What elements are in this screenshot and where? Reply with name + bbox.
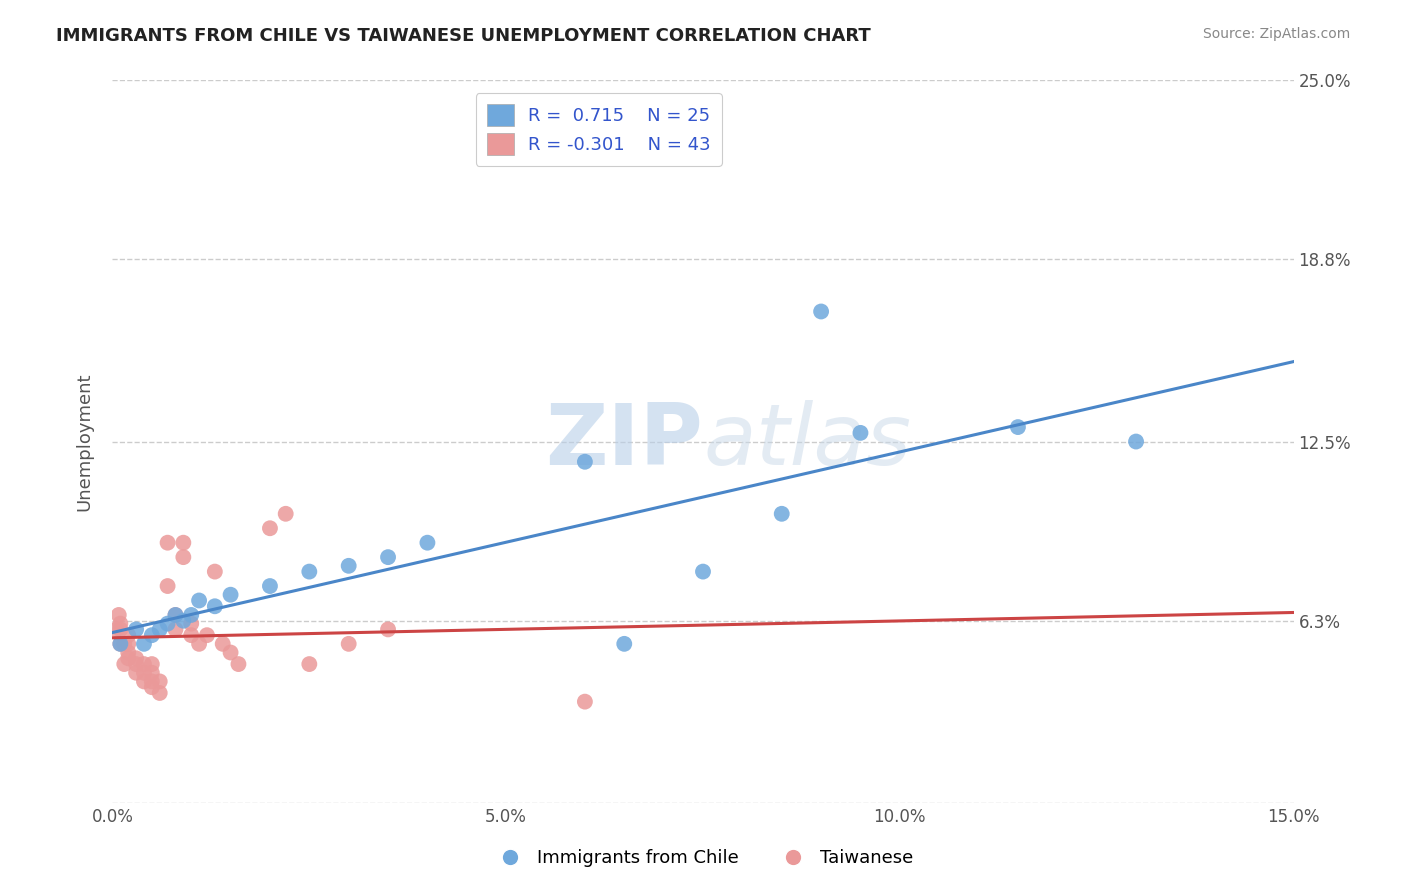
Point <box>259 579 281 593</box>
Point <box>298 565 321 579</box>
Point <box>110 623 132 637</box>
Point <box>172 614 194 628</box>
Point <box>110 616 132 631</box>
Point <box>165 607 187 622</box>
Legend: Immigrants from Chile, Taiwanese: Immigrants from Chile, Taiwanese <box>485 842 921 874</box>
Point <box>141 680 163 694</box>
Point <box>141 674 163 689</box>
Point <box>298 657 321 671</box>
Point <box>180 616 202 631</box>
Point <box>574 695 596 709</box>
Point <box>132 657 155 671</box>
Point <box>188 637 211 651</box>
Point <box>156 616 179 631</box>
Point <box>770 507 793 521</box>
Point <box>219 588 242 602</box>
Point <box>112 637 135 651</box>
Legend: R =  0.715    N = 25, R = -0.301    N = 43: R = 0.715 N = 25, R = -0.301 N = 43 <box>475 93 721 166</box>
Point <box>165 623 187 637</box>
Point <box>110 637 132 651</box>
Y-axis label: Unemployment: Unemployment <box>76 372 94 511</box>
Point <box>125 651 148 665</box>
Point <box>188 593 211 607</box>
Point <box>1125 434 1147 449</box>
Point <box>117 637 139 651</box>
Point <box>1007 420 1029 434</box>
Point <box>112 657 135 671</box>
Text: atlas: atlas <box>703 400 911 483</box>
Text: Source: ZipAtlas.com: Source: ZipAtlas.com <box>1202 27 1350 41</box>
Point <box>195 628 218 642</box>
Point <box>377 623 399 637</box>
Point <box>149 686 172 700</box>
Point <box>228 657 250 671</box>
Point <box>132 674 155 689</box>
Point <box>172 535 194 549</box>
Point <box>149 674 172 689</box>
Point <box>105 623 128 637</box>
Point <box>132 637 155 651</box>
Point <box>141 657 163 671</box>
Point <box>274 507 297 521</box>
Text: ZIP: ZIP <box>546 400 703 483</box>
Point <box>165 607 187 622</box>
Point <box>141 628 163 642</box>
Point <box>107 607 129 622</box>
Point <box>156 535 179 549</box>
Point <box>117 628 139 642</box>
Point <box>180 607 202 622</box>
Point <box>117 651 139 665</box>
Point <box>211 637 233 651</box>
Point <box>613 637 636 651</box>
Point <box>125 665 148 680</box>
Point <box>692 565 714 579</box>
Point <box>180 628 202 642</box>
Point <box>377 550 399 565</box>
Point <box>337 637 360 651</box>
Point <box>574 455 596 469</box>
Point <box>132 665 155 680</box>
Point <box>117 646 139 660</box>
Text: IMMIGRANTS FROM CHILE VS TAIWANESE UNEMPLOYMENT CORRELATION CHART: IMMIGRANTS FROM CHILE VS TAIWANESE UNEMP… <box>56 27 870 45</box>
Point <box>810 304 832 318</box>
Point <box>219 646 242 660</box>
Point <box>204 565 226 579</box>
Point <box>172 550 194 565</box>
Point <box>849 425 872 440</box>
Point <box>125 657 148 671</box>
Point <box>110 637 132 651</box>
Point <box>149 623 172 637</box>
Point <box>141 665 163 680</box>
Point <box>156 579 179 593</box>
Point <box>337 558 360 573</box>
Point <box>416 535 439 549</box>
Point <box>125 623 148 637</box>
Point <box>259 521 281 535</box>
Point <box>204 599 226 614</box>
